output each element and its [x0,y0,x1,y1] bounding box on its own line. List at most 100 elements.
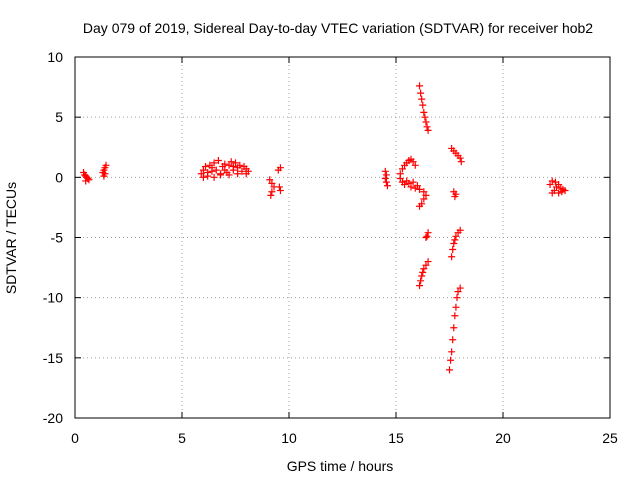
data-point [420,188,428,196]
data-point [421,113,429,121]
data-point [452,232,460,240]
data-point [202,163,210,171]
data-point [451,236,459,244]
data-point [423,232,431,240]
y-tick-label: -10 [43,290,63,306]
data-point [417,277,425,285]
data-point [217,170,225,178]
data-point [214,156,222,164]
data-point [381,167,389,175]
data-point [454,288,462,296]
data-point [85,176,93,184]
data-point [382,171,390,179]
y-tick-label: -5 [51,230,64,246]
data-point [409,158,417,166]
data-point [382,178,390,186]
data-point [234,170,242,178]
data-point [424,229,432,237]
data-point [448,348,456,356]
data-point [401,181,409,189]
data-point [238,167,246,175]
data-point [419,268,427,276]
data-point [396,175,404,183]
data-point [208,164,216,172]
data-point [548,177,556,185]
data-point [227,158,235,166]
data-point [449,336,457,344]
data-points [80,82,569,374]
y-axis-label: SDTVAR / TECUs [3,182,19,294]
data-point [548,189,556,197]
data-point [276,164,284,172]
data-point [221,160,229,168]
data-point [416,82,424,90]
data-point [450,324,458,332]
data-point [424,126,432,134]
data-point [407,183,415,191]
data-point [451,193,459,201]
data-point [420,265,428,273]
data-point [418,95,426,103]
data-point [450,240,458,248]
data-point [266,176,274,184]
data-point [275,183,283,191]
x-tick-label: 20 [495,430,511,446]
data-point [268,179,276,187]
x-tick-label: 25 [602,430,618,446]
x-tick-label: 0 [71,430,79,446]
data-point [555,189,563,197]
data-point [204,172,212,180]
data-point [446,366,453,374]
y-tick-label: 5 [55,109,63,125]
y-tick-label: 0 [55,169,63,185]
grid-layer [75,57,610,418]
y-tick-label: -20 [43,410,63,426]
data-point [453,294,461,302]
data-point [422,261,430,269]
data-point [102,161,110,169]
data-point [267,191,275,199]
y-tick-label: -15 [43,350,63,366]
y-tick-label: 10 [47,49,63,65]
data-point [417,89,425,97]
data-point [558,188,566,196]
data-point [456,226,464,234]
data-point [420,108,428,116]
data-point [416,185,424,193]
data-point [456,284,464,292]
data-point [551,178,559,186]
x-tick-label: 5 [178,430,186,446]
data-point [449,246,457,254]
x-tick-label: 10 [281,430,297,446]
data-point [420,195,428,203]
data-point [225,171,233,179]
tick-layer: 0 5 10 15 20 25 10 5 0 -5 -10 -15 -20 [43,49,618,446]
data-point [232,159,239,167]
data-point [424,258,432,266]
data-point [383,182,391,190]
data-point [457,158,465,166]
data-point [225,161,233,169]
data-point [416,202,424,210]
data-point [197,170,205,178]
data-point [268,188,276,196]
x-axis-label: GPS time / hours [287,458,394,474]
data-point [419,101,427,109]
data-point [452,303,460,311]
data-point [229,163,237,171]
data-point [422,234,430,241]
data-point [276,187,284,195]
data-point [413,182,421,190]
data-point [411,161,419,169]
data-point [422,191,430,199]
data-point [236,161,244,169]
data-point [416,282,424,290]
data-point [82,177,90,185]
data-point [100,172,108,180]
x-tick-label: 15 [388,430,404,446]
chart-title: Day 079 of 2019, Sidereal Day-to-day VTE… [83,20,593,36]
data-point [405,179,413,187]
data-point [561,187,569,195]
data-point [451,312,459,320]
